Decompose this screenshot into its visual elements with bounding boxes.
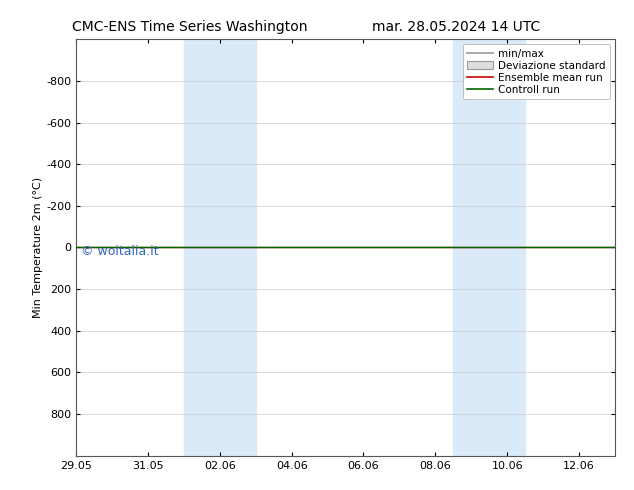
Text: CMC-ENS Time Series Washington: CMC-ENS Time Series Washington: [72, 20, 308, 34]
Bar: [453, 39, 525, 456]
Text: © woitalia.it: © woitalia.it: [81, 245, 159, 258]
Bar: [184, 39, 256, 456]
Y-axis label: Min Temperature 2m (°C): Min Temperature 2m (°C): [34, 177, 43, 318]
Text: mar. 28.05.2024 14 UTC: mar. 28.05.2024 14 UTC: [372, 20, 541, 34]
Legend: min/max, Deviazione standard, Ensemble mean run, Controll run: min/max, Deviazione standard, Ensemble m…: [463, 45, 610, 99]
